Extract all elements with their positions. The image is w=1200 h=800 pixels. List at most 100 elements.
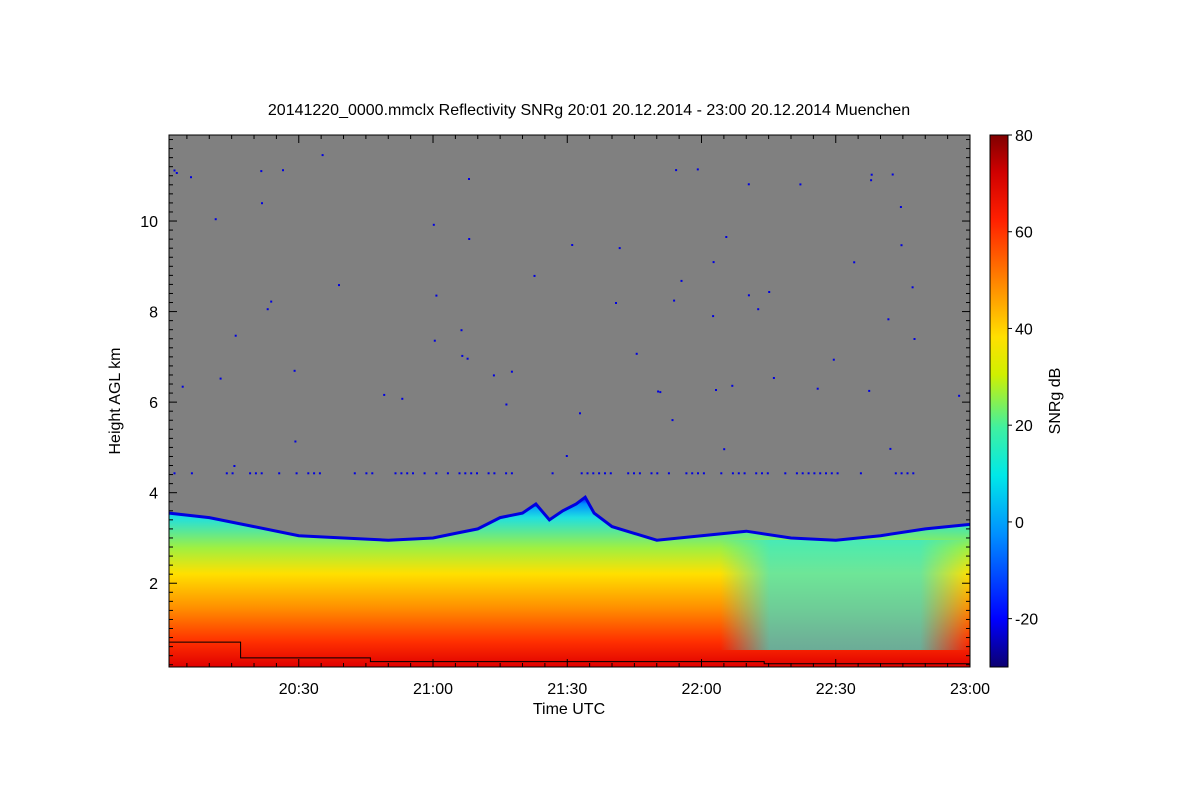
noise-speckle (618, 247, 621, 250)
noise-speckle (234, 334, 237, 337)
noise-band-speckle (260, 472, 263, 475)
noise-band-speckle (458, 472, 461, 475)
noise-speckle (510, 370, 513, 373)
noise-band-speckle (580, 472, 583, 475)
noise-speckle (747, 294, 750, 297)
noise-speckle (466, 357, 469, 360)
noise-band-speckle (307, 472, 310, 475)
noise-band-speckle (784, 472, 787, 475)
y-tick-label-10: 10 (140, 214, 158, 231)
noise-speckle (579, 412, 581, 415)
x-axis-label: Time UTC (533, 701, 605, 718)
noise-band-speckle (766, 472, 769, 475)
colorbar-tick-label-80: 80 (1015, 128, 1033, 145)
noise-speckle (958, 394, 961, 397)
noise-speckle (635, 352, 638, 355)
noise-speckle (468, 238, 471, 240)
x-tick-label-2100: 21:00 (413, 681, 453, 698)
noise-speckle (870, 179, 873, 182)
noise-band-speckle (313, 472, 316, 475)
noise-band-speckle (633, 472, 635, 475)
noise-band-speckle (510, 472, 513, 475)
noise-band-speckle (394, 472, 397, 475)
colorbar-gradient (989, 134, 1009, 668)
colorbar-tick-label-60: 60 (1015, 225, 1033, 242)
chart-title: 20141220_0000.mmclx Reflectivity SNRg 20… (268, 102, 910, 119)
noise-speckle (383, 393, 386, 396)
noise-band-speckle (406, 472, 409, 475)
noise-speckle (461, 354, 464, 357)
colorbar-label: SNRg dB (1047, 368, 1064, 435)
noise-speckle (900, 244, 903, 247)
noise-speckle (870, 173, 873, 176)
cloud-top-edge (169, 494, 970, 542)
noise-band-speckle (190, 472, 193, 475)
y-tick-label-8: 8 (149, 305, 158, 322)
plot-area (168, 134, 971, 668)
noise-speckle (723, 448, 726, 451)
plot-frame (168, 134, 971, 668)
noise-speckle (868, 389, 871, 392)
noise-band-speckle (859, 472, 862, 475)
noise-speckle (565, 455, 568, 457)
noise-speckle (260, 170, 263, 173)
noise-speckles (173, 154, 961, 475)
noise-speckle (460, 329, 463, 332)
noise-band-speckle (295, 472, 298, 475)
noise-speckle (725, 236, 728, 238)
noise-band-speckle (638, 472, 641, 475)
noise-band-speckle (505, 472, 508, 475)
weak-echo-patch (720, 540, 970, 650)
noise-speckle (715, 389, 717, 391)
noise-speckle (293, 369, 296, 372)
noise-speckle (747, 183, 750, 186)
noise-band-speckle (819, 472, 822, 475)
noise-speckle (832, 358, 835, 361)
noise-band-speckle (365, 472, 368, 475)
noise-speckle (294, 440, 297, 443)
y-tick-label-2: 2 (149, 576, 158, 593)
noise-speckle (401, 397, 404, 400)
noise-band-speckle (900, 472, 903, 475)
noise-speckle (533, 274, 536, 277)
noise-band-speckle (249, 472, 252, 475)
noise-band-speckle (464, 472, 467, 475)
noise-speckle (772, 377, 775, 379)
y-axis: 2 4 6 8 10 Height AGL km (107, 139, 970, 666)
noise-band-speckle (743, 472, 746, 475)
noise-band-speckle (604, 472, 606, 475)
colorbar-tick-label-20: 20 (1015, 418, 1033, 435)
x-tick-label-2130: 21:30 (547, 681, 587, 698)
noise-speckle (270, 300, 273, 303)
noise-band-speckle (353, 472, 356, 475)
noise-speckle (659, 391, 662, 394)
noise-band-speckle (894, 472, 897, 475)
noise-speckle (696, 168, 699, 171)
noise-speckle (891, 173, 894, 176)
noise-band-speckle (598, 472, 601, 475)
noise-band-speckle (423, 472, 426, 475)
noise-band-speckle (173, 472, 176, 475)
noise-speckle (505, 403, 508, 406)
noise-speckle (261, 202, 263, 205)
noise-band-speckle (470, 472, 473, 475)
noise-band-speckle (830, 472, 833, 475)
noise-band-speckle (592, 472, 595, 475)
noise-band-speckle (225, 472, 228, 475)
noise-speckle (673, 299, 676, 302)
noise-speckle (432, 223, 435, 226)
noise-band-speckle (627, 472, 630, 475)
noise-band-speckle (801, 472, 804, 475)
x-axis: 20:30 21:00 21:30 22:00 22:30 23:00 Time… (186, 135, 990, 718)
noise-band-speckle (813, 472, 816, 475)
noise-band-speckle (702, 472, 705, 475)
y-axis-label: Height AGL km (107, 347, 124, 454)
noise-band-speckle (720, 472, 723, 475)
noise-speckle (173, 169, 176, 172)
noise-band-speckle (906, 472, 909, 475)
noise-band-speckle (446, 472, 449, 475)
x-tick-label-2200: 22:00 (681, 681, 721, 698)
noise-band-speckle (400, 472, 403, 475)
noise-speckle (433, 339, 436, 342)
noise-band-speckle (755, 472, 758, 475)
